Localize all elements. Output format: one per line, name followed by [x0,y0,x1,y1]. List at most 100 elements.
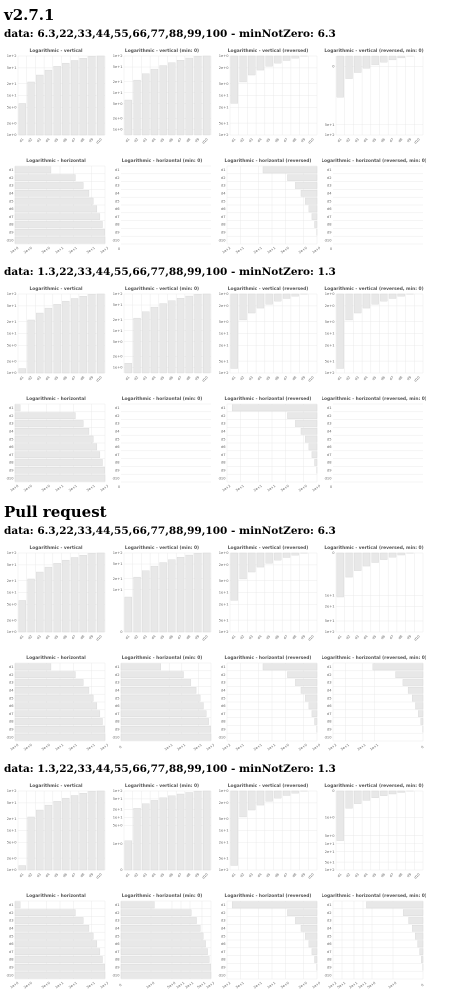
tick-label: 5e+1 [113,562,123,566]
tick-label: 2e+0 [298,981,308,989]
bar-d3 [14,182,84,189]
bar-chart: Logarithmic - vertical (min: 0) 1e+0 2e+0 5… [110,284,214,382]
category-label: d7 [71,375,77,381]
bar-chart: Logarithmic - vertical (reversed) 1e+0 2e+… [216,46,320,144]
tick-label: 5e+1 [113,303,123,307]
tick-label: 2e+0 [219,66,230,70]
tick-label: 1e+0 [113,366,124,370]
category-label: d6 [380,872,386,878]
category-label: d6 [274,872,280,878]
category-label: d2 [345,872,351,878]
bar-d9 [88,553,96,633]
tick-label: 1e+2 [327,981,337,989]
bar-d1 [230,790,238,866]
category-label: d7 [9,215,14,219]
tick-label: 1e+1 [219,94,229,98]
tick-label: 1e+0 [7,868,18,872]
bar-d4 [300,687,318,694]
tick-label: 0 [120,868,123,872]
bar-d6 [14,940,98,948]
chart-title: Logarithmic - vertical (min: 0) [125,48,199,54]
bar-d2 [27,81,35,136]
bar-d3 [295,420,318,427]
bar-d4 [256,552,265,568]
category-label: d6 [168,634,174,640]
chart-svg: Logarithmic - horizontal (reversed)1e+02… [219,396,320,492]
tick-label: 1e+0 [9,484,19,492]
bar-d8 [185,792,193,871]
chart-svg: Logarithmic - horizontal 1e+0 2e+0 5e+0 1e+1… [7,893,108,989]
bar-d6 [380,55,388,63]
category-label: d5 [53,634,59,640]
bar-d5 [53,563,61,633]
category-label: d10 [307,375,314,382]
category-label: d9 [327,231,332,235]
category-label: d10 [325,238,333,242]
tick-label: 5e+1 [86,743,96,751]
category-label: d6 [9,942,14,946]
category-label: d8 [221,720,226,724]
category-label: d5 [115,934,120,938]
tick-label: 5e+0 [41,981,51,989]
bar-d6 [14,443,98,451]
tick-label: 5e+1 [325,860,335,864]
bar-d2 [239,552,247,580]
tick-label: 5e+1 [7,563,17,567]
tick-label: 1e+1 [54,484,64,492]
category-label: d1 [125,634,131,640]
tick-label: 5e+0 [280,484,290,492]
bar-d5 [14,694,94,702]
tick-label: 5e+1 [219,618,229,622]
bar-d7 [388,790,397,795]
category-label: d3 [36,137,42,143]
category-label: d3 [248,634,254,640]
bar-d2 [27,578,35,633]
chart-title: Logarithmic - vertical (min: 0) [125,545,199,551]
category-label: d7 [327,453,332,457]
bar-d9 [194,56,202,136]
category-label: d3 [9,681,14,685]
tick-label: 1e+1 [7,829,17,833]
tick-label: 1e+0 [311,743,320,751]
category-label: d1 [221,665,226,669]
category-label: d3 [36,375,42,381]
tick-label: 1e+2 [327,743,337,751]
bar-d8 [185,554,193,633]
category-label: d6 [327,942,332,946]
category-label: d8 [115,223,120,227]
bar-d4 [44,804,53,871]
category-label: d6 [221,445,226,449]
category-label: d7 [177,634,183,640]
bar-d8 [291,293,299,297]
category-label: d4 [363,872,369,878]
chart-title: Logarithmic - horizontal (min: 0) [122,396,203,402]
tick-label: 5e+1 [7,801,17,805]
category-label: d5 [327,934,332,938]
bar-d8 [397,55,405,59]
bar-d6 [120,940,206,948]
bar-d8 [120,956,210,963]
category-label: d4 [257,375,263,381]
category-label: d7 [71,872,77,878]
category-label: d8 [397,634,403,640]
category-label: d4 [257,137,263,143]
category-label: d9 [300,872,306,878]
bar-d2 [345,293,353,321]
bar-d10 [120,971,212,979]
bar-d7 [388,293,397,299]
category-label: d5 [327,696,332,700]
category-label: d3 [221,422,226,426]
bar-d2 [287,909,318,916]
category-label: d4 [9,689,14,693]
bar-d4 [300,428,318,435]
bar-d7 [14,948,101,955]
bar-d4 [256,55,265,71]
bar-d5 [159,65,167,136]
category-label: d6 [168,872,174,878]
category-label: d9 [327,966,332,970]
category-label: d5 [221,199,226,203]
category-label: d10 [413,375,420,382]
category-label: d2 [221,673,226,677]
category-label: d6 [327,207,332,211]
bar-chart: Logarithmic - vertical (min: 0) 1e+0 2e+0 5… [110,46,214,144]
